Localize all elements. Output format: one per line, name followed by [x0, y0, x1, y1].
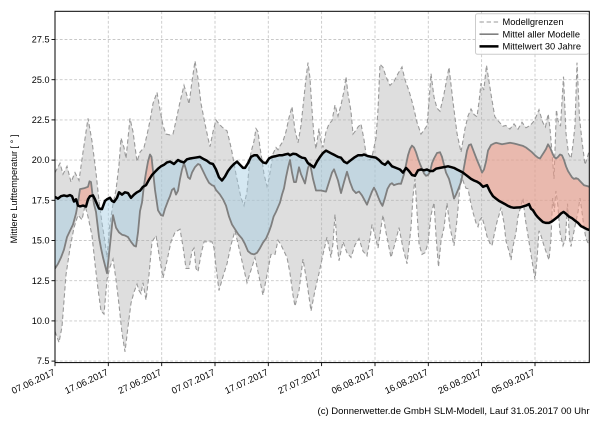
svg-text:15.0: 15.0 [32, 236, 50, 246]
svg-text:17.5: 17.5 [32, 195, 50, 205]
svg-text:27.5: 27.5 [32, 35, 50, 45]
svg-text:12.5: 12.5 [32, 276, 50, 286]
svg-text:7.5: 7.5 [37, 356, 50, 366]
svg-text:10.0: 10.0 [32, 316, 50, 326]
svg-text:20.0: 20.0 [32, 155, 50, 165]
svg-text:Mittlere Lufttemperatur [ ° ]: Mittlere Lufttemperatur [ ° ] [9, 135, 19, 244]
svg-text:Mittel aller Modelle: Mittel aller Modelle [503, 29, 581, 39]
svg-text:22.5: 22.5 [32, 115, 50, 125]
svg-text:25.0: 25.0 [32, 75, 50, 85]
svg-text:Modellgrenzen: Modellgrenzen [503, 17, 564, 27]
svg-text:Mittelwert 30 Jahre: Mittelwert 30 Jahre [503, 42, 582, 52]
svg-text:(c) Donnerwetter.de GmbH SLM-M: (c) Donnerwetter.de GmbH SLM-Modell, Lau… [318, 406, 590, 417]
